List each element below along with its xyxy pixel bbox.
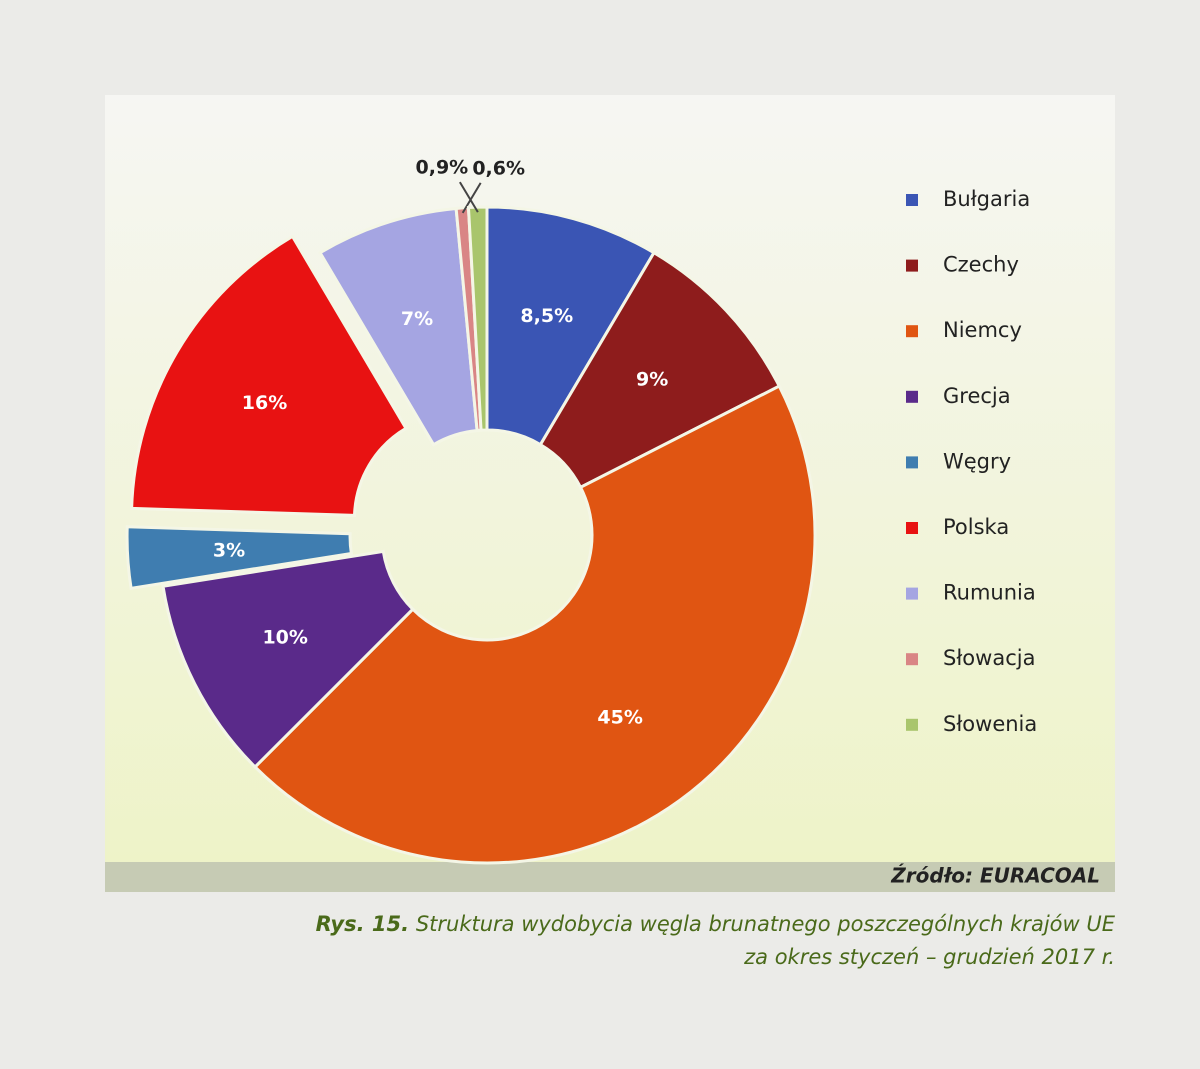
slice (538, 250, 782, 490)
legend-swatch (906, 718, 918, 731)
data-label: 45% (597, 707, 642, 729)
caption-line: Struktura wydobycia węgla brunatnego pos… (416, 912, 1116, 936)
legend-label: Polska (943, 515, 1009, 539)
data-label: 8,5% (520, 305, 573, 327)
data-label: 16% (242, 392, 287, 414)
chart: 8,5% Bułgaria 9% Czechy 45% Niemcy 10% Grecja 3%… (125, 157, 1037, 865)
legend-swatch (906, 390, 918, 403)
data-label: 10% (262, 626, 307, 648)
slice (252, 384, 817, 865)
slice (161, 549, 415, 770)
legend-swatch (906, 522, 918, 534)
legend-label: Niemcy (943, 318, 1022, 342)
legend-label: Węgry (943, 449, 1011, 473)
caption-label: Rys. 15. (316, 912, 410, 936)
slice (485, 205, 657, 447)
legend-label: Słowacja (943, 646, 1035, 670)
leader-line (459, 181, 479, 213)
leader-line (461, 182, 482, 214)
source: Źródło: EURACOAL (890, 864, 1100, 888)
legend-swatch (906, 259, 918, 272)
data-label: 0,9% (416, 157, 469, 179)
legend-swatch (906, 194, 918, 206)
legend-label: Rumunia (943, 581, 1036, 605)
legend-label: Czechy (943, 253, 1019, 277)
legend-label: Słowenia (943, 712, 1037, 736)
caption: Rys. 15. Struktura wydobycia węgla bruna… (316, 912, 1116, 936)
source-bar (105, 862, 1115, 892)
legend-swatch (906, 653, 918, 666)
caption-line: za okres styczeń – grudzień 2017 r. (743, 945, 1115, 969)
legend-swatch (906, 587, 918, 600)
legend-label: Grecja (943, 384, 1011, 408)
slice (130, 234, 409, 517)
data-label: 0,6% (472, 157, 525, 179)
data-label: 9% (636, 368, 668, 390)
slice (125, 525, 354, 591)
data-label: 3% (213, 540, 245, 562)
legend-label: Bułgaria (943, 187, 1030, 211)
data-label: 7% (401, 308, 433, 330)
legend-swatch (906, 456, 918, 469)
legend-swatch (906, 325, 918, 338)
